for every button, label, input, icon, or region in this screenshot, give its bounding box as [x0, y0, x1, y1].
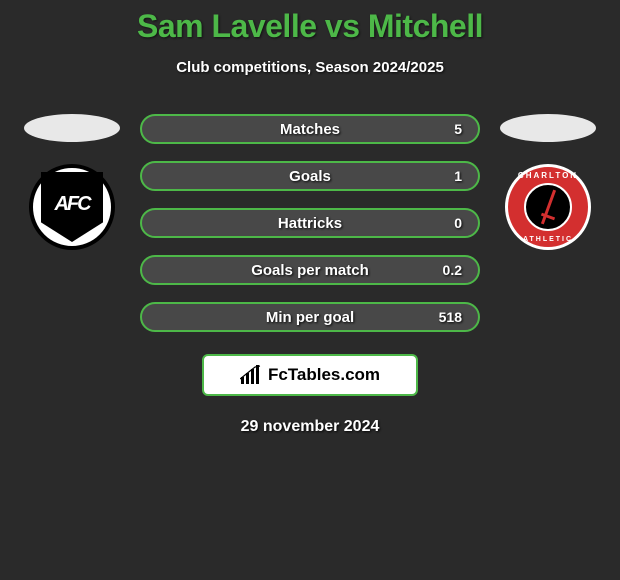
stat-label: Hattricks	[158, 215, 462, 232]
stat-row-matches: Matches 5	[140, 114, 480, 144]
stat-value: 0	[454, 215, 462, 231]
right-crest-bot-text: ATHLETIC	[508, 236, 588, 243]
left-club-crest: AFC	[29, 164, 115, 250]
stat-label: Min per goal	[158, 309, 462, 326]
comparison-card: Sam Lavelle vs Mitchell Club competition…	[0, 0, 620, 436]
stat-value: 518	[439, 309, 462, 325]
page-title: Sam Lavelle vs Mitchell	[0, 8, 620, 45]
right-crest-inner	[524, 183, 572, 231]
stat-row-goals-per-match: Goals per match 0.2	[140, 255, 480, 285]
stat-value: 5	[454, 121, 462, 137]
brand-text: FcTables.com	[268, 365, 380, 385]
left-side: AFC	[22, 114, 122, 250]
main-row: AFC Matches 5 Goals 1 Hattricks 0 Goals …	[0, 114, 620, 332]
right-club-crest: CHARLTON ATHLETIC	[505, 164, 591, 250]
right-side: CHARLTON ATHLETIC	[498, 114, 598, 250]
left-crest-text: AFC	[54, 193, 89, 216]
right-crest-top-text: CHARLTON	[508, 171, 588, 180]
left-crest-shield: AFC	[41, 172, 103, 242]
bar-chart-icon	[240, 365, 262, 385]
stat-row-goals: Goals 1	[140, 161, 480, 191]
stat-value: 1	[454, 168, 462, 184]
stat-row-min-per-goal: Min per goal 518	[140, 302, 480, 332]
right-oval-placeholder	[500, 114, 596, 142]
stat-row-hattricks: Hattricks 0	[140, 208, 480, 238]
stats-list: Matches 5 Goals 1 Hattricks 0 Goals per …	[140, 114, 480, 332]
brand-badge: FcTables.com	[202, 354, 418, 396]
stat-label: Goals per match	[158, 262, 462, 279]
stat-value: 0.2	[443, 262, 462, 278]
date-text: 29 november 2024	[0, 418, 620, 436]
stat-label: Goals	[158, 168, 462, 185]
left-oval-placeholder	[24, 114, 120, 142]
stat-label: Matches	[158, 121, 462, 138]
subtitle: Club competitions, Season 2024/2025	[0, 59, 620, 76]
